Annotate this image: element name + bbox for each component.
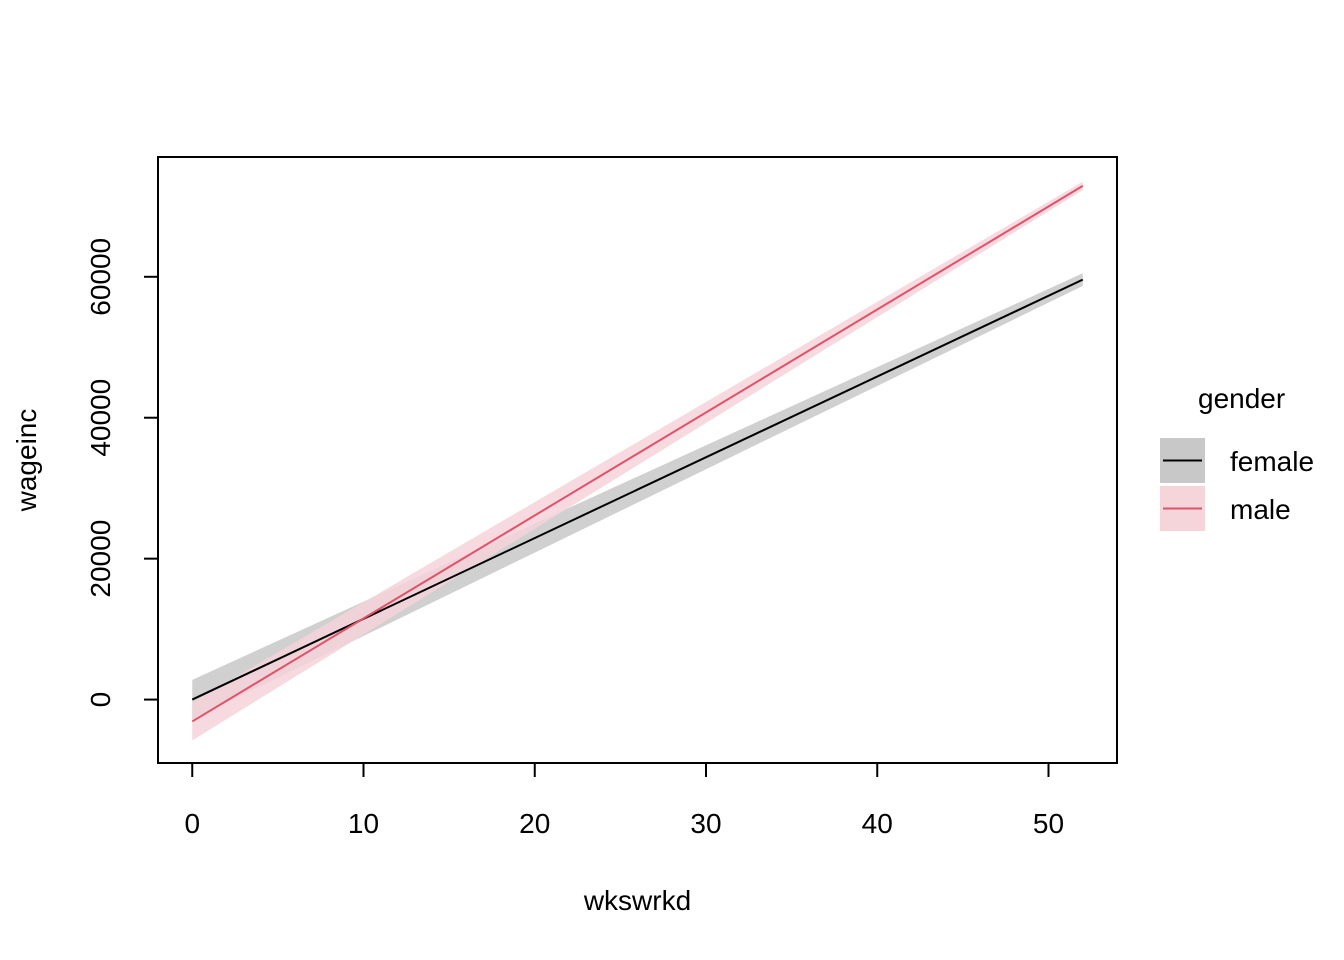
legend-item-male: male [1160, 486, 1291, 531]
x-tick-label: 20 [519, 808, 550, 839]
x-tick-label: 30 [690, 808, 721, 839]
confidence-band-male [192, 181, 1083, 741]
x-tick-label: 40 [862, 808, 893, 839]
x-tick-label: 10 [348, 808, 379, 839]
legend-items: female male [1160, 438, 1314, 531]
x-axis: 0 10 20 30 40 50 [184, 762, 1064, 839]
x-tick-label: 50 [1033, 808, 1064, 839]
series-line-female [191, 278, 1084, 701]
y-tick-label: 60000 [85, 238, 116, 316]
legend-title: gender [1198, 383, 1285, 414]
y-axis: 0 20000 40000 60000 [85, 238, 159, 708]
y-axis-title: wageinc [11, 409, 42, 513]
series-lines [191, 185, 1084, 723]
legend-label: male [1230, 494, 1291, 525]
legend: gender female male [1160, 383, 1314, 531]
legend-label: female [1230, 446, 1314, 477]
y-tick-label: 40000 [85, 379, 116, 457]
series-line-male [191, 185, 1084, 723]
x-tick-label: 0 [184, 808, 200, 839]
legend-item-female: female [1160, 438, 1314, 483]
x-axis-title: wkswrkd [583, 885, 691, 916]
y-tick-label: 20000 [85, 520, 116, 598]
y-tick-label: 0 [85, 692, 116, 708]
